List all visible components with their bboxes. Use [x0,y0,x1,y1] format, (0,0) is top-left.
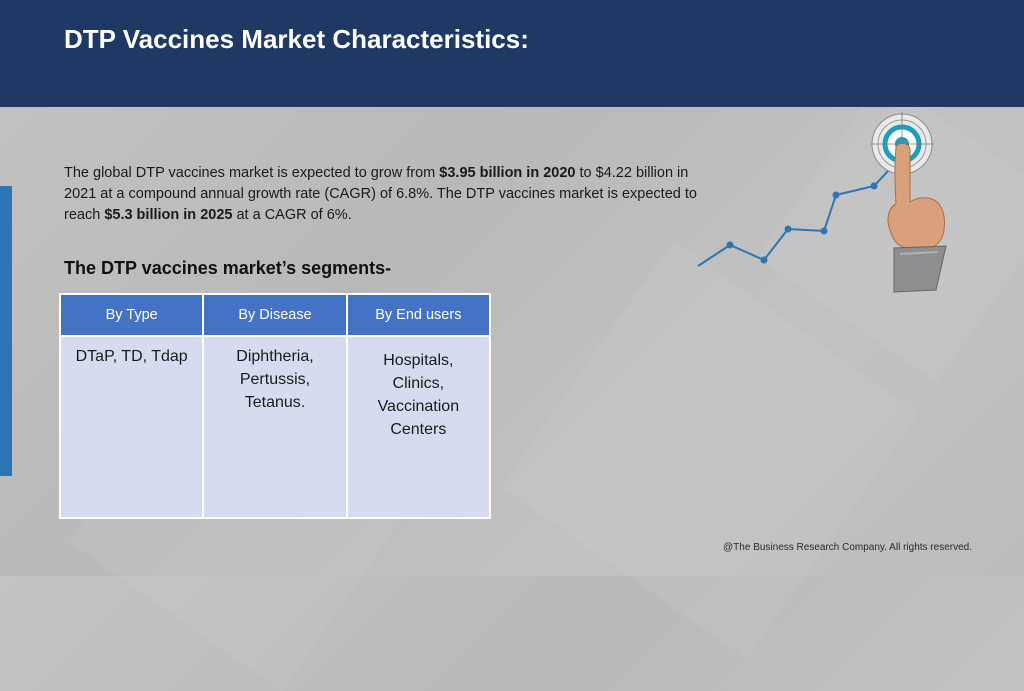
intro-highlight: $5.3 billion in 2025 [104,207,233,223]
intro-text: to $4.22 billion in 2021 at a compound a… [64,165,697,223]
table-cell-type: DTaP, TD, Tdap [58,335,205,519]
cell-line: Clinics, [392,375,445,392]
cell-line: Diphtheria, [236,348,314,365]
left-accent-bar [0,186,12,476]
table-header-row: By Type By Disease By End users [58,293,492,337]
growth-graphic [697,112,947,293]
cell-line: Tetanus. [244,394,306,411]
table-row: DTaP, TD, Tdap Diphtheria, Pertussis, Te… [58,335,492,519]
table-header-type: By Type [58,293,205,337]
table-cell-end-users: Hospitals, Clinics, Vaccination Centers [345,335,492,519]
pointing-hand-icon [887,142,947,293]
slide-header: DTP Vaccines Market Characteristics: [0,0,1024,107]
copyright-footer: @The Business Research Company. All righ… [723,542,972,553]
cell-line: Vaccination [377,398,460,415]
intro-text: at a CAGR of 6%. [232,207,352,223]
intro-paragraph: The global DTP vaccines market is expect… [64,163,704,226]
growth-line-icon [697,155,903,267]
segments-table: By Type By Disease By End users DTaP, TD… [58,293,492,519]
cell-line: Pertussis, [239,371,311,388]
intro-highlight: $3.95 billion in 2020 [439,165,576,181]
segments-heading: The DTP vaccines market’s segments- [64,258,392,278]
table-header-end-users: By End users [345,293,492,337]
table-header-disease: By Disease [202,293,348,337]
cell-line: Hospitals, [383,352,454,369]
cell-line: Centers [390,421,447,438]
cell-line: DTaP, TD, Tdap [75,348,188,365]
slide-title: DTP Vaccines Market Characteristics: [64,24,529,54]
table-cell-disease: Diphtheria, Pertussis, Tetanus. [202,335,348,519]
intro-text: The global DTP vaccines market is expect… [64,165,440,181]
